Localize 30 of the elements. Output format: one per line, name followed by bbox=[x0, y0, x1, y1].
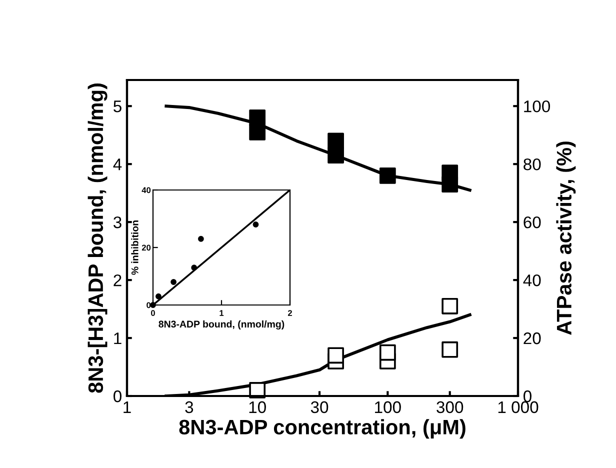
y-tick-label: 0 bbox=[146, 302, 151, 308]
y2-tick-label: 60 bbox=[524, 216, 541, 228]
x-tick-label: 1 bbox=[124, 401, 131, 413]
x-tick-label: 1 bbox=[220, 310, 224, 316]
y-axis-title: 8N3-[H3]ADP bound, (nmol/mg) bbox=[88, 84, 108, 393]
y-tick-label: 5 bbox=[114, 100, 122, 112]
x-tick-label: 3 bbox=[185, 401, 194, 414]
y2-tick-label: 80 bbox=[524, 158, 541, 170]
y-tick-label: 0 bbox=[114, 390, 122, 402]
y2-tick-label: 0 bbox=[524, 390, 532, 402]
y2-tick-label: 100 bbox=[524, 100, 550, 112]
x-tick-label: 0 bbox=[151, 310, 155, 316]
x-tick-label: 2 bbox=[288, 310, 292, 316]
x-tick-label: 10 bbox=[249, 401, 266, 414]
y-axis-title: % inhibition bbox=[131, 220, 138, 275]
x-tick-label: 100 bbox=[375, 401, 401, 414]
y-tick-label: 4 bbox=[113, 158, 122, 170]
y2-axis-title: ATPase activity, (%) bbox=[556, 142, 576, 335]
y-tick-label: 20 bbox=[142, 244, 151, 251]
x-axis-title: 8N3-ADP concentration, (μM) bbox=[179, 419, 466, 439]
y2-tick-label: 40 bbox=[523, 274, 541, 286]
x-tick-label: 30 bbox=[310, 401, 328, 414]
y-tick-label: 40 bbox=[142, 187, 151, 194]
y2-tick-label: 20 bbox=[524, 332, 541, 344]
y-tick-label: 1 bbox=[114, 332, 122, 344]
y-tick-label: 3 bbox=[114, 216, 122, 228]
x-tick-label: 1 000 bbox=[498, 401, 538, 414]
x-tick-label: 300 bbox=[436, 401, 464, 414]
x-axis-title: 8N3-ADP bound, (nmol/mg) bbox=[158, 320, 284, 330]
y-tick-label: 2 bbox=[114, 274, 122, 286]
